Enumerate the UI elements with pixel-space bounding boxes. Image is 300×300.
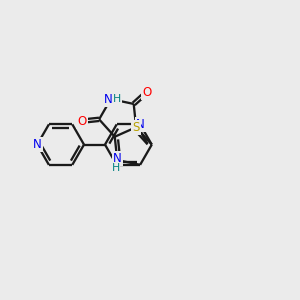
Text: N: N (33, 138, 42, 151)
Text: H: H (112, 164, 120, 173)
Text: N: N (103, 93, 112, 106)
Text: O: O (77, 115, 86, 128)
Text: H: H (113, 94, 122, 104)
Text: O: O (142, 86, 151, 99)
Text: N: N (113, 152, 122, 165)
Text: N: N (136, 118, 145, 131)
Text: S: S (133, 121, 140, 134)
